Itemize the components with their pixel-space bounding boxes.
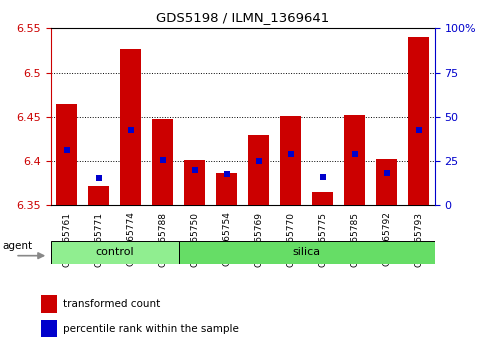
Bar — [313, 192, 333, 205]
Bar — [280, 116, 301, 205]
Bar — [51, 241, 179, 264]
Text: silica: silica — [293, 247, 321, 257]
Bar — [41, 320, 57, 337]
Bar — [185, 160, 205, 205]
Text: agent: agent — [2, 241, 33, 251]
Bar — [216, 173, 237, 205]
Bar — [179, 241, 435, 264]
Title: GDS5198 / ILMN_1369641: GDS5198 / ILMN_1369641 — [156, 11, 329, 24]
Bar — [408, 37, 429, 205]
Bar — [376, 159, 397, 205]
Bar — [120, 48, 141, 205]
Bar — [57, 103, 77, 205]
Text: transformed count: transformed count — [63, 299, 160, 309]
Text: control: control — [96, 247, 134, 257]
Bar — [152, 119, 173, 205]
Bar — [88, 186, 109, 205]
Bar — [248, 135, 269, 205]
Bar — [41, 295, 57, 313]
Bar — [344, 115, 365, 205]
Text: percentile rank within the sample: percentile rank within the sample — [63, 324, 239, 334]
